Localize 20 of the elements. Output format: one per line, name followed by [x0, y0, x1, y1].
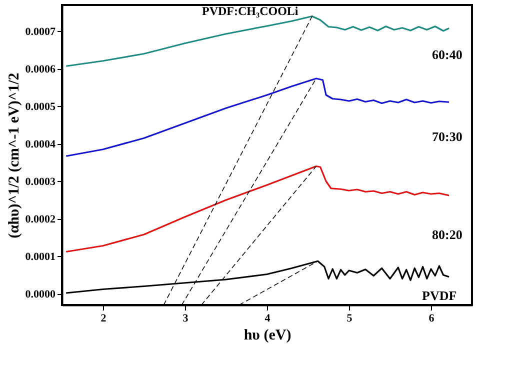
y-tick-label: 0.0006: [25, 63, 56, 76]
annotation: PVDF:CH₃COOLi: [202, 4, 299, 18]
y-tick-label: 0.0007: [25, 26, 56, 38]
y-axis-title: (αhυ)^1/2 (cm^-1 eV)^1/2: [6, 72, 22, 238]
y-tick-label: 0.0002: [25, 213, 56, 226]
x-tick-label: 3: [182, 312, 189, 324]
x-axis-title: hυ (eV): [244, 328, 292, 344]
y-tick-label: 0.0005: [25, 100, 56, 113]
x-tick-label: 2: [100, 312, 107, 324]
y-tick-label: 0.0001: [25, 250, 56, 263]
annotation: PVDF: [422, 288, 457, 303]
x-tick-label: 6: [428, 312, 435, 324]
annotation: 70:30: [432, 129, 462, 144]
y-tick-label: 0.0003: [25, 176, 56, 188]
annotation: 60:40: [432, 47, 462, 62]
y-tick-label: 0.0000: [25, 288, 56, 300]
annotation: 80:20: [432, 227, 462, 242]
x-tick-label: 5: [346, 312, 353, 324]
y-tick-label: 0.0004: [25, 138, 56, 150]
x-tick-label: 4: [264, 312, 271, 324]
